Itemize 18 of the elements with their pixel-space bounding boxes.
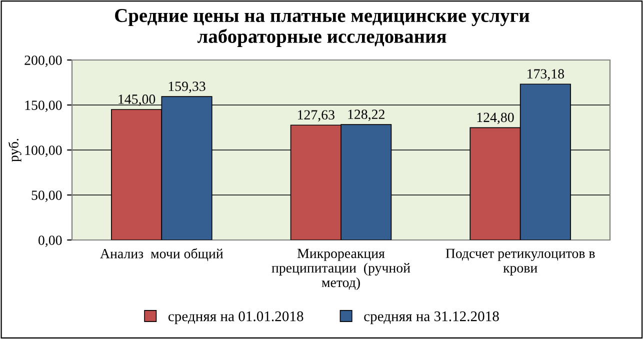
- data-label: 128,22: [348, 110, 384, 121]
- x-tick-label: Подсчет ретикулоцитов в крови: [446, 248, 595, 276]
- y-axis-title: руб.: [8, 138, 22, 162]
- y-tick-label: 200,00: [24, 56, 62, 67]
- legend-label: средняя на 31.12.2018: [364, 311, 499, 324]
- data-label: 159,33: [168, 82, 206, 94]
- x-tick-label: Анализ мочи общий: [100, 248, 224, 262]
- data-label: 127,63: [298, 110, 334, 122]
- y-tick-label: 50,00: [32, 190, 62, 202]
- y-tick-label: 150,00: [25, 100, 62, 112]
- chart-title: Средние цены на платные медицинские услуги лабораторные исследования: [115, 9, 530, 47]
- x-tick-label: Микрореакция преципитации (ручной метод): [272, 248, 410, 290]
- legend-label: средняя на 01.01.2018: [168, 311, 304, 324]
- y-tick-label: 100,00: [25, 146, 62, 157]
- y-tick-label: 0,00: [38, 236, 62, 247]
- data-label: 124,80: [477, 112, 514, 124]
- data-label: 145,00: [118, 94, 156, 106]
- data-label: 173,18: [528, 69, 564, 81]
